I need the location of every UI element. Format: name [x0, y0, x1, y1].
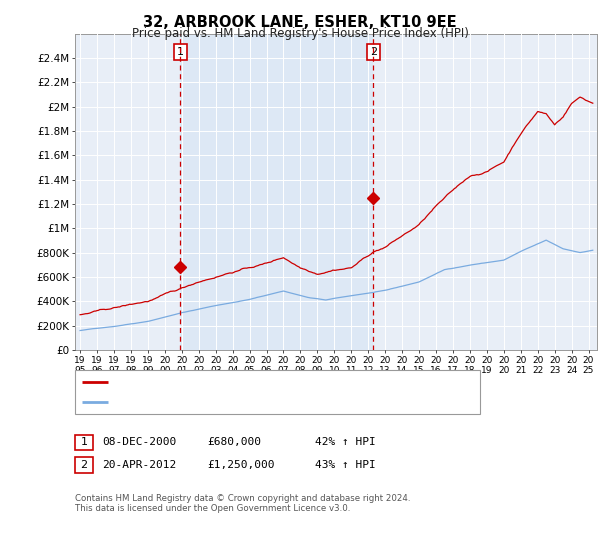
Text: 42% ↑ HPI: 42% ↑ HPI — [315, 437, 376, 447]
Text: 2: 2 — [80, 460, 88, 470]
Text: Price paid vs. HM Land Registry's House Price Index (HPI): Price paid vs. HM Land Registry's House … — [131, 27, 469, 40]
Text: 32, ARBROOK LANE, ESHER, KT10 9EE: 32, ARBROOK LANE, ESHER, KT10 9EE — [143, 15, 457, 30]
Text: Contains HM Land Registry data © Crown copyright and database right 2024.
This d: Contains HM Land Registry data © Crown c… — [75, 494, 410, 514]
Text: HPI: Average price, detached house, Elmbridge: HPI: Average price, detached house, Elmb… — [113, 397, 359, 407]
Text: 1: 1 — [80, 437, 88, 447]
Text: 1: 1 — [177, 47, 184, 57]
Text: £1,250,000: £1,250,000 — [207, 460, 275, 470]
Bar — [181, 34, 373, 350]
Text: 32, ARBROOK LANE, ESHER, KT10 9EE (detached house): 32, ARBROOK LANE, ESHER, KT10 9EE (detac… — [113, 377, 406, 387]
Text: 20-APR-2012: 20-APR-2012 — [102, 460, 176, 470]
Text: 2: 2 — [370, 47, 377, 57]
Text: 43% ↑ HPI: 43% ↑ HPI — [315, 460, 376, 470]
Text: 08-DEC-2000: 08-DEC-2000 — [102, 437, 176, 447]
Text: £680,000: £680,000 — [207, 437, 261, 447]
